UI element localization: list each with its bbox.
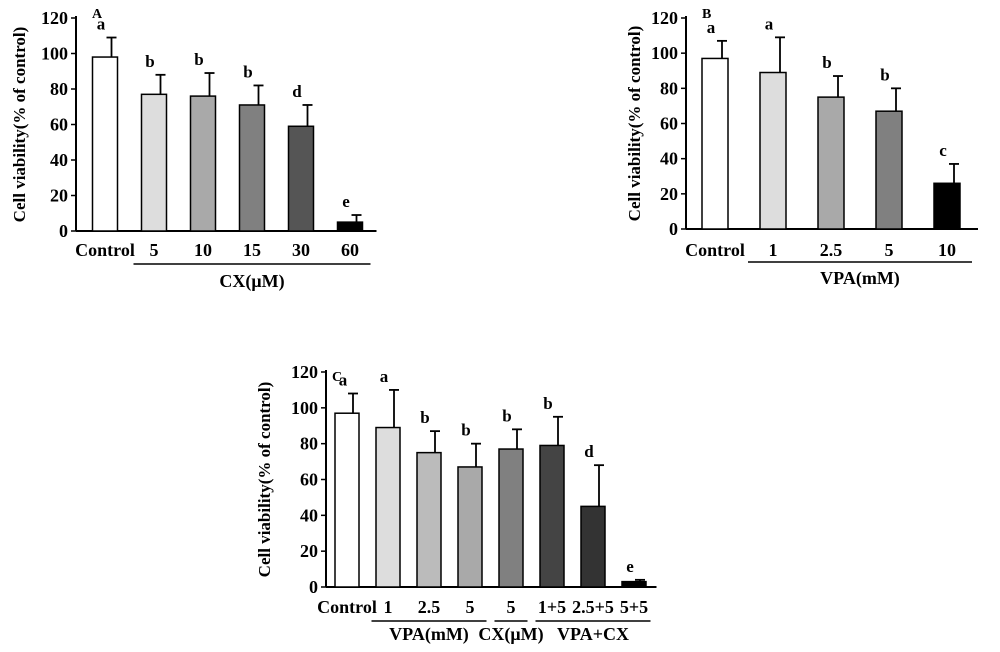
category-label: 1	[384, 597, 393, 617]
group-label: VPA(mM)	[389, 624, 469, 645]
y-axis-label: Cell viability(% of control)	[625, 26, 644, 222]
panel-label: C	[332, 370, 342, 385]
y-tick-label: 0	[669, 219, 678, 239]
bar	[238, 104, 266, 232]
significance-letter: a	[339, 371, 348, 390]
category-label: 5	[466, 597, 475, 617]
y-tick-label: 20	[660, 184, 678, 204]
significance-letter: a	[97, 15, 106, 34]
category-label: 15	[243, 240, 261, 260]
category-label: Control	[317, 597, 377, 617]
significance-letter: c	[939, 141, 947, 160]
category-label: Control	[685, 240, 745, 260]
bar	[334, 412, 360, 588]
y-tick-label: 60	[50, 115, 68, 135]
y-tick-label: 20	[300, 541, 318, 561]
y-axis-label: Cell viability(% of control)	[10, 27, 29, 223]
panel-b-chart: B Cell viability(% of control) 0 20 40 60 80 10…	[625, 7, 978, 289]
y-tick-label: 100	[291, 398, 318, 418]
bar	[457, 466, 483, 588]
category-label: 5	[507, 597, 516, 617]
group-label: VPA(mM)	[820, 268, 900, 289]
significance-letter: e	[626, 557, 634, 576]
bar	[875, 110, 903, 230]
bar	[140, 93, 168, 232]
bar	[539, 444, 565, 588]
category-label: 1	[769, 240, 778, 260]
significance-letter: b	[822, 53, 831, 72]
bar	[498, 448, 524, 588]
bar	[621, 580, 647, 588]
y-tick-label: 80	[300, 434, 318, 454]
significance-letter: b	[420, 408, 429, 427]
y-tick-label: 40	[660, 149, 678, 169]
bar	[701, 57, 729, 230]
significance-letter: b	[243, 62, 252, 81]
significance-letter: b	[543, 394, 552, 413]
category-label: 2.5	[418, 597, 441, 617]
group-label: VPA+CX	[557, 624, 629, 644]
bar	[336, 221, 364, 232]
bar	[375, 426, 401, 588]
significance-letter: d	[292, 82, 302, 101]
category-label: 10	[194, 240, 212, 260]
significance-letter: b	[461, 421, 470, 440]
bar	[580, 505, 606, 588]
group-label: CX(μM)	[219, 271, 284, 292]
significance-letter: d	[584, 442, 594, 461]
bar	[416, 451, 442, 588]
significance-letter: a	[765, 14, 774, 33]
y-tick-label: 100	[41, 44, 68, 64]
significance-letter: b	[194, 50, 203, 69]
category-label: Control	[75, 240, 135, 260]
category-label: 2.5	[820, 240, 843, 260]
y-tick-label: 0	[59, 221, 68, 241]
category-label: 2.5+5	[572, 597, 614, 617]
y-tick-label: 80	[50, 79, 68, 99]
y-tick-label: 120	[291, 362, 318, 382]
significance-letter: b	[145, 52, 154, 71]
bar	[759, 71, 787, 230]
significance-letter: b	[880, 65, 889, 84]
y-tick-label: 60	[660, 114, 678, 134]
category-label: 1+5	[538, 597, 566, 617]
bar	[933, 182, 961, 230]
significance-letter: a	[707, 18, 716, 37]
panel-c-chart: C Cell viability(% of control) 0 20 40 60 80 10…	[255, 362, 657, 645]
category-label: 10	[938, 240, 956, 260]
significance-letter: e	[342, 192, 350, 211]
category-label: 30	[292, 240, 310, 260]
significance-letter: b	[502, 406, 511, 425]
group-label: CX(μM)	[478, 624, 543, 645]
category-label: 5	[150, 240, 159, 260]
bar	[817, 96, 845, 230]
category-label: 5+5	[620, 597, 648, 617]
bar	[189, 95, 217, 232]
y-tick-label: 100	[651, 43, 678, 63]
y-axis-label: Cell viability(% of control)	[255, 382, 274, 578]
y-tick-label: 60	[300, 470, 318, 490]
y-tick-label: 80	[660, 78, 678, 98]
category-label: 60	[341, 240, 359, 260]
panel-label: B	[702, 7, 711, 22]
y-tick-label: 40	[300, 505, 318, 525]
y-tick-label: 20	[50, 186, 68, 206]
y-tick-label: 0	[309, 577, 318, 597]
y-tick-label: 40	[50, 150, 68, 170]
y-tick-label: 120	[651, 8, 678, 28]
panel-label: A	[92, 7, 103, 22]
bar	[287, 125, 315, 232]
y-tick-label: 120	[41, 8, 68, 28]
panel-a-chart: A Cell viability(% of control) 0 20 40 60 80 10…	[10, 7, 377, 292]
category-label: 5	[885, 240, 894, 260]
significance-letter: a	[380, 367, 389, 386]
bar	[91, 56, 119, 232]
